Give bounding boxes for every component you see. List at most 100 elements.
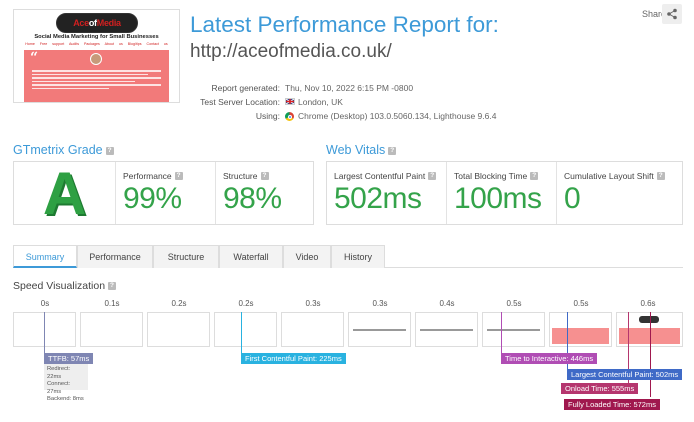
using-value: Chrome (Desktop) 103.0.5060.134, Lightho… bbox=[298, 111, 497, 121]
help-icon[interactable]: ? bbox=[530, 172, 539, 180]
timeline-tick: 0.3s bbox=[372, 299, 388, 308]
lcp-marker-line bbox=[567, 312, 568, 369]
performance-metric: Performance? 99% bbox=[116, 162, 216, 224]
filmstrip-frame[interactable] bbox=[80, 312, 143, 347]
tab-history[interactable]: History bbox=[331, 245, 385, 268]
lcp-marker[interactable]: Largest Contentful Paint: 502ms bbox=[567, 369, 683, 380]
report-generated-value: Thu, Nov 10, 2022 6:15 PM -0800 bbox=[285, 83, 414, 93]
gtmetrix-grade-heading-text: GTmetrix Grade bbox=[13, 143, 103, 157]
tbt-metric: Total Blocking Time? 100ms bbox=[447, 162, 557, 224]
thumbnail-tagline: Social Media Marketing for Small Busines… bbox=[34, 34, 159, 40]
cls-value: 0 bbox=[564, 182, 581, 215]
lcp-value: 502ms bbox=[334, 182, 422, 215]
tab-summary[interactable]: Summary bbox=[13, 245, 77, 268]
thumbnail-avatar bbox=[90, 53, 102, 65]
structure-label: Structure? bbox=[223, 171, 269, 181]
help-icon[interactable]: ? bbox=[388, 147, 397, 155]
quote-icon: “ bbox=[30, 50, 39, 66]
tab-waterfall[interactable]: Waterfall bbox=[219, 245, 283, 268]
timeline-tick: 0.6s bbox=[640, 299, 656, 308]
uk-flag-cross bbox=[286, 99, 294, 104]
filmstrip-frame[interactable] bbox=[616, 312, 683, 347]
performance-value: 99% bbox=[123, 182, 182, 215]
lcp-metric: Largest Contentful Paint? 502ms bbox=[327, 162, 447, 224]
cls-label-text: Cumulative Layout Shift bbox=[564, 171, 654, 181]
tti-marker-line bbox=[501, 312, 502, 353]
performance-label-text: Performance bbox=[123, 171, 172, 181]
tab-performance[interactable]: Performance bbox=[77, 245, 153, 268]
help-icon[interactable]: ? bbox=[428, 172, 437, 180]
ttfb-marker[interactable]: TTFB: 57ms bbox=[44, 353, 94, 364]
frame-content bbox=[487, 329, 540, 331]
help-icon[interactable]: ? bbox=[260, 172, 269, 180]
filmstrip-frame[interactable] bbox=[281, 312, 344, 347]
ttfb-redirect: Redirect: 22ms bbox=[47, 366, 71, 380]
structure-metric: Structure? 98% bbox=[216, 162, 314, 224]
timeline-tick: 0.5s bbox=[506, 299, 522, 308]
share-icon bbox=[667, 8, 677, 20]
uk-flag-icon bbox=[285, 98, 295, 105]
share-label[interactable]: Share bbox=[642, 9, 667, 19]
report-url[interactable]: http://aceofmedia.co.uk/ bbox=[190, 41, 392, 62]
page-screenshot-thumbnail[interactable]: AceofMedia Social Media Marketing for Sm… bbox=[13, 9, 180, 103]
frame-content bbox=[420, 329, 473, 331]
filmstrip-frame[interactable] bbox=[348, 312, 411, 347]
fcp-marker-line bbox=[241, 312, 242, 353]
timeline-tick: 0.4s bbox=[439, 299, 455, 308]
tab-structure[interactable]: Structure bbox=[153, 245, 219, 268]
onload-marker-line bbox=[628, 312, 629, 383]
grade-letter-cell: A bbox=[14, 160, 116, 227]
timeline-tick: 0.5s bbox=[573, 299, 589, 308]
share-button[interactable] bbox=[662, 4, 682, 24]
gtmetrix-grade-heading: GTmetrix Grade? bbox=[13, 143, 114, 157]
tbt-label-text: Total Blocking Time bbox=[454, 171, 528, 181]
ttfb-backend: Backend: 8ms bbox=[47, 396, 84, 402]
timeline-tick: 0.1s bbox=[104, 299, 120, 308]
grade-letter: A bbox=[42, 160, 87, 227]
lcp-label-text: Largest Contentful Paint bbox=[334, 171, 426, 181]
structure-value: 98% bbox=[223, 182, 282, 215]
frame-logo bbox=[639, 316, 659, 323]
filmstrip-frame[interactable] bbox=[482, 312, 545, 347]
frame-content bbox=[552, 328, 609, 344]
speed-visualization-heading: Speed Visualization? bbox=[13, 280, 117, 292]
timeline-tick: 0.2s bbox=[171, 299, 187, 308]
tbt-value: 100ms bbox=[454, 182, 542, 215]
filmstrip-frame[interactable] bbox=[214, 312, 277, 347]
frame-content bbox=[353, 329, 406, 331]
grade-panel: A Performance? 99% Structure? 98% bbox=[13, 160, 314, 227]
server-location-value: London, UK bbox=[298, 97, 343, 107]
ttfb-connect: Connect: 27ms bbox=[47, 381, 71, 395]
help-icon[interactable]: ? bbox=[656, 172, 665, 180]
help-icon[interactable]: ? bbox=[174, 172, 183, 180]
fully-loaded-marker[interactable]: Fully Loaded Time: 572ms bbox=[564, 399, 660, 410]
ttfb-marker-line bbox=[44, 312, 45, 353]
performance-label: Performance? bbox=[123, 171, 183, 181]
web-vitals-heading: Web Vitals? bbox=[326, 143, 397, 157]
timeline-tick: 0.2s bbox=[238, 299, 254, 308]
web-vitals-panel: Largest Contentful Paint? 502ms Total Bl… bbox=[326, 161, 683, 225]
server-location-label: Test Server Location: bbox=[200, 97, 280, 107]
thumbnail-nav: Home Free support Audits Packages About … bbox=[25, 42, 168, 46]
onload-marker[interactable]: Onload Time: 555ms bbox=[561, 383, 639, 394]
site-logo: AceofMedia bbox=[56, 13, 138, 33]
lcp-label: Largest Contentful Paint? bbox=[334, 171, 437, 181]
tab-video[interactable]: Video bbox=[283, 245, 331, 268]
tbt-label: Total Blocking Time? bbox=[454, 171, 539, 181]
cls-label: Cumulative Layout Shift? bbox=[564, 171, 665, 181]
frame-content bbox=[619, 328, 680, 344]
tti-marker[interactable]: Time to Interactive: 446ms bbox=[501, 353, 598, 364]
report-generated-label: Report generated: bbox=[211, 83, 280, 93]
filmstrip-frame[interactable] bbox=[415, 312, 478, 347]
timeline-tick: 0s bbox=[40, 299, 50, 308]
filmstrip-frame[interactable] bbox=[147, 312, 210, 347]
fcp-marker[interactable]: First Contentful Paint: 225ms bbox=[241, 353, 346, 364]
using-label: Using: bbox=[255, 111, 280, 121]
filmstrip-frame[interactable] bbox=[549, 312, 612, 347]
chrome-icon bbox=[285, 112, 294, 121]
help-icon[interactable]: ? bbox=[105, 147, 114, 155]
cls-metric: Cumulative Layout Shift? 0 bbox=[557, 162, 683, 224]
help-icon[interactable]: ? bbox=[108, 282, 117, 290]
structure-label-text: Structure bbox=[223, 171, 258, 181]
ttfb-breakdown: Redirect: 22ms Connect: 27ms Backend: 8m… bbox=[44, 364, 88, 402]
